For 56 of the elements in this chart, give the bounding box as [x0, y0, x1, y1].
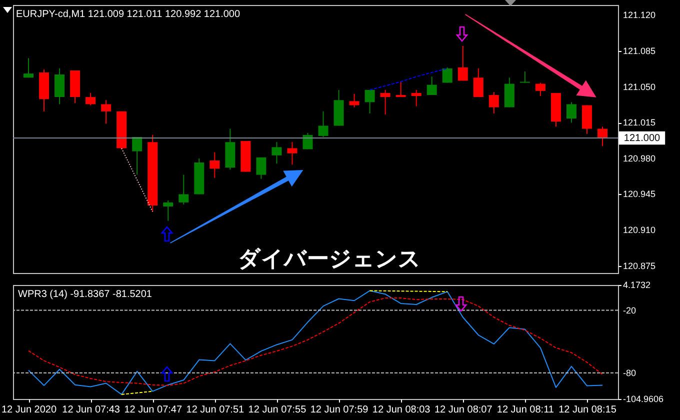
candlestick	[396, 81, 406, 98]
x-tick-label: 12 Jun 08:11	[496, 404, 554, 416]
y-tick-label: 120.945	[623, 189, 656, 200]
candlestick	[535, 82, 546, 97]
y-tick-label: 121.120	[623, 10, 656, 20]
candlestick	[488, 91, 499, 114]
candlestick	[287, 142, 298, 166]
chart-title: WPR3 (14) -91.8367 -81.5201	[18, 289, 152, 300]
x-tick-label: 12 Jun 07:55	[248, 404, 307, 416]
chart-title: EURJPY-cd,M1 121.009 121.011 120.992 121.000	[16, 9, 240, 20]
candlestick	[101, 100, 112, 124]
annotation: ダイバージェンス	[238, 247, 421, 272]
x-tick-label: 12 Jun 08:15	[558, 404, 617, 416]
candlestick	[504, 77, 514, 108]
x-tick-label: 12 Jun 07:59	[310, 404, 369, 416]
candlestick	[318, 110, 328, 138]
candlestick	[24, 58, 34, 78]
candlestick	[210, 152, 220, 178]
candlestick	[256, 156, 266, 180]
x-tick-label: 12 Jun 07:43	[62, 404, 120, 416]
y-tick-label: -80	[623, 368, 636, 378]
y-tick-label: 120.980	[623, 153, 656, 164]
y-tick-label: 120.875	[623, 260, 656, 271]
candlestick	[411, 89, 422, 107]
y-tick-label: 121.015	[623, 118, 656, 128]
y-tick-label: 120.910	[623, 225, 656, 236]
candlestick	[566, 102, 576, 124]
candlestick	[132, 136, 142, 176]
candlestick	[54, 68, 65, 105]
candlestick	[473, 68, 484, 98]
candlestick	[597, 126, 608, 147]
candlestick	[442, 66, 452, 84]
x-tick-label: 12 Jun 07:47	[124, 404, 182, 416]
candlestick	[86, 92, 96, 106]
candlestick	[349, 93, 360, 108]
y-tick-label: 121.085	[623, 46, 656, 56]
candlestick	[582, 104, 592, 134]
candlestick	[458, 45, 468, 82]
candlestick	[272, 142, 282, 164]
y-tick-label: 121.050	[623, 82, 656, 92]
x-tick-label: 12 Jun 08:07	[434, 404, 493, 416]
line-series	[28, 298, 603, 386]
candlestick	[364, 89, 375, 114]
x-tick-label: 12 Jun 07:51	[186, 404, 245, 416]
candlestick	[302, 132, 313, 150]
candlestick	[426, 76, 437, 96]
candlestick	[178, 174, 189, 205]
y-tick-label: 4.1732	[623, 280, 651, 290]
ref-line-label: 121.000	[624, 132, 661, 144]
candlestick	[380, 89, 390, 115]
y-tick-label: -104.9606	[623, 394, 664, 404]
candlestick	[520, 70, 530, 84]
x-tick-label: 12 Jun 2020	[1, 404, 57, 416]
x-tick-label: 12 Jun 08:03	[372, 404, 431, 416]
candlestick	[163, 200, 174, 222]
y-tick-label: -20	[623, 305, 636, 316]
